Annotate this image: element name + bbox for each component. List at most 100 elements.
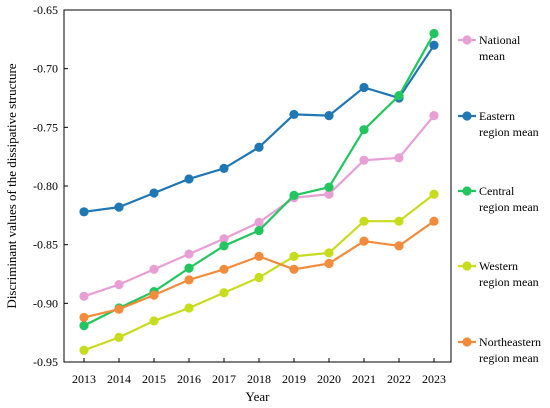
data-point-northeastern-region-mean — [254, 251, 264, 261]
data-point-national-mean — [324, 189, 334, 199]
data-point-northeastern-region-mean — [184, 275, 194, 285]
data-point-national-mean — [254, 217, 264, 227]
series-northeastern-region-mean — [79, 216, 439, 323]
legend-label: mean — [479, 49, 505, 63]
y-axis: -0.65 -0.70 -0.75 -0.80 -0.85 -0.90 -0.95 — [33, 3, 68, 369]
data-point-national-mean — [429, 111, 439, 121]
y-tick-label: -0.75 — [33, 120, 58, 134]
legend-marker — [462, 186, 472, 196]
data-point-national-mean — [394, 153, 404, 163]
data-point-national-mean — [359, 155, 369, 165]
data-point-northeastern-region-mean — [79, 312, 89, 323]
series-line-western-region-mean — [83, 193, 435, 352]
y-tick-label: -0.90 — [33, 296, 58, 310]
series-line-northeastern-region-mean — [83, 220, 435, 319]
data-point-western-region-mean — [429, 189, 439, 199]
data-point-northeastern-region-mean — [429, 216, 439, 226]
data-point-western-region-mean — [79, 345, 89, 355]
legend-label: Eastern — [479, 109, 515, 123]
data-point-northeastern-region-mean — [359, 236, 369, 246]
x-tick-label: 2014 — [107, 372, 131, 386]
x-tick-label: 2018 — [247, 372, 271, 386]
data-point-national-mean — [219, 234, 229, 244]
legend-label: Western — [479, 259, 518, 273]
y-tick-label: -0.80 — [33, 179, 58, 193]
data-point-western-region-mean — [394, 216, 404, 226]
y-tick-label: -0.70 — [33, 62, 58, 76]
data-point-central-region-mean — [289, 190, 299, 200]
data-point-northeastern-region-mean — [394, 241, 404, 251]
legend-item-northeastern-region-mean: Northeastern region mean — [458, 335, 541, 365]
data-point-eastern-region-mean — [324, 111, 334, 121]
data-point-eastern-region-mean — [359, 82, 369, 93]
legend-marker — [462, 261, 472, 271]
data-point-western-region-mean — [149, 316, 159, 326]
legend-item-western-region-mean: Western region mean — [458, 259, 539, 289]
data-point-western-region-mean — [114, 332, 124, 342]
x-tick-label: 2019 — [282, 372, 306, 386]
legend-label: region mean — [479, 125, 539, 139]
x-tick-label: 2015 — [142, 372, 166, 386]
data-point-eastern-region-mean — [114, 202, 124, 212]
data-point-national-mean — [114, 279, 124, 290]
x-tick-label: 2013 — [72, 372, 96, 386]
data-point-central-region-mean — [394, 91, 404, 101]
legend-label: region mean — [479, 351, 539, 365]
data-point-western-region-mean — [219, 288, 229, 298]
legend-label: Northeastern — [479, 335, 541, 349]
series-western-region-mean — [79, 189, 439, 355]
data-point-central-region-mean — [184, 263, 194, 273]
legend: National mean Eastern region mean Central reg… — [458, 33, 541, 365]
data-point-eastern-region-mean — [254, 142, 264, 152]
data-point-eastern-region-mean — [429, 40, 439, 50]
data-point-eastern-region-mean — [184, 174, 194, 184]
data-point-central-region-mean — [429, 28, 439, 39]
legend-label: Central — [479, 184, 515, 198]
data-point-central-region-mean — [324, 182, 334, 192]
data-point-central-region-mean — [254, 225, 264, 236]
x-tick-label: 2017 — [212, 372, 236, 386]
series-central-region-mean — [79, 28, 439, 331]
x-tick-label: 2023 — [422, 372, 446, 386]
data-point-northeastern-region-mean — [324, 258, 334, 269]
legend-label: region mean — [479, 275, 539, 289]
series-eastern-region-mean — [79, 40, 439, 217]
y-tick-label: -0.85 — [33, 238, 58, 252]
legend-item-national-mean: National mean — [458, 33, 521, 63]
y-axis-title: Discriminant values of the dissipative s… — [4, 63, 19, 308]
data-point-western-region-mean — [359, 216, 369, 226]
data-point-eastern-region-mean — [79, 207, 89, 217]
data-point-central-region-mean — [219, 241, 229, 251]
data-point-national-mean — [149, 264, 159, 274]
y-tick-label: -0.65 — [33, 3, 58, 17]
x-axis-title: Year — [246, 389, 271, 404]
legend-marker — [462, 337, 472, 347]
data-point-western-region-mean — [254, 272, 264, 283]
data-point-western-region-mean — [289, 251, 299, 261]
data-point-eastern-region-mean — [289, 109, 299, 120]
data-point-western-region-mean — [324, 248, 334, 258]
legend-marker — [462, 111, 472, 121]
series-national-mean — [79, 111, 439, 301]
legend-marker — [462, 35, 472, 45]
data-point-northeastern-region-mean — [289, 264, 299, 274]
series-layer — [79, 28, 439, 355]
data-point-national-mean — [184, 249, 194, 259]
x-axis: 2013 2014 2015 2016 2017 2018 2019 2020 2021 2022… — [72, 358, 446, 386]
x-tick-label: 2021 — [352, 372, 376, 386]
legend-item-central-region-mean: Central region mean — [458, 184, 539, 214]
legend-item-eastern-region-mean: Eastern region mean — [458, 109, 539, 139]
data-point-central-region-mean — [79, 321, 89, 331]
data-point-northeastern-region-mean — [219, 264, 229, 274]
data-point-northeastern-region-mean — [114, 304, 124, 314]
data-point-eastern-region-mean — [149, 188, 159, 198]
y-tick-label: -0.95 — [33, 355, 58, 369]
series-line-eastern-region-mean — [83, 44, 435, 213]
x-tick-label: 2020 — [317, 372, 341, 386]
x-tick-label: 2022 — [387, 372, 411, 386]
data-point-eastern-region-mean — [219, 163, 229, 173]
legend-label: National — [479, 33, 521, 47]
legend-label: region mean — [479, 200, 539, 214]
